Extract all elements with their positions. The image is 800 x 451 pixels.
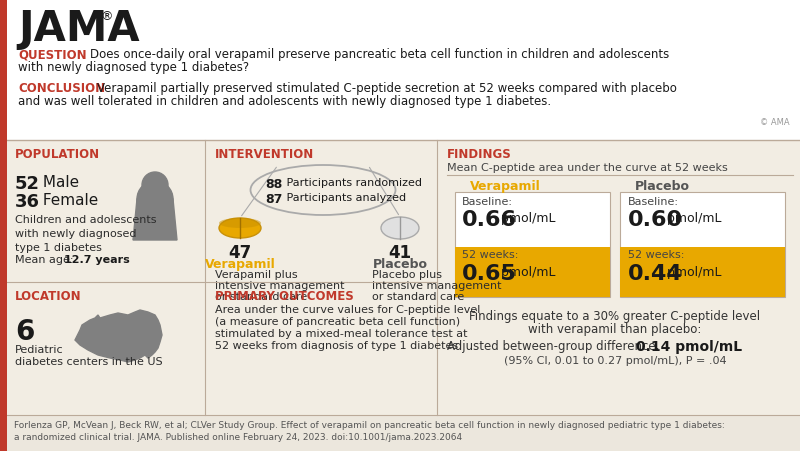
Text: JAMA: JAMA	[18, 8, 140, 50]
Text: 36: 36	[15, 193, 40, 211]
Text: ®: ®	[100, 10, 113, 23]
Text: or standard care: or standard care	[215, 292, 307, 302]
Polygon shape	[75, 310, 162, 362]
Text: stimulated by a mixed-meal tolerance test at: stimulated by a mixed-meal tolerance tes…	[215, 329, 467, 339]
Text: Pediatric: Pediatric	[15, 345, 64, 355]
Text: 52: 52	[15, 175, 40, 193]
Ellipse shape	[219, 218, 261, 238]
Text: 0.66: 0.66	[462, 210, 517, 230]
Text: Forlenza GP, McVean J, Beck RW, et al; CLVer Study Group. Effect of verapamil on: Forlenza GP, McVean J, Beck RW, et al; C…	[14, 421, 725, 430]
Text: pmol/mL: pmol/mL	[663, 212, 722, 225]
Text: intensive management: intensive management	[372, 281, 502, 291]
Bar	[620, 247, 785, 297]
Text: 52 weeks:: 52 weeks:	[628, 250, 684, 260]
Bar	[0, 0, 800, 140]
Text: LOCATION: LOCATION	[15, 290, 82, 303]
Text: POPULATION: POPULATION	[15, 148, 100, 161]
Text: with newly diagnosed type 1 diabetes?: with newly diagnosed type 1 diabetes?	[18, 61, 249, 74]
Text: Participants analyzed: Participants analyzed	[283, 193, 406, 203]
Text: (95% CI, 0.01 to 0.27 pmol/mL), P = .04: (95% CI, 0.01 to 0.27 pmol/mL), P = .04	[504, 356, 726, 366]
Text: Placebo plus: Placebo plus	[372, 270, 442, 280]
Bar	[0, 415, 800, 451]
Text: Mean age:: Mean age:	[15, 255, 77, 265]
Text: 88: 88	[265, 178, 282, 191]
Text: Findings equate to a 30% greater C-peptide level: Findings equate to a 30% greater C-pepti…	[470, 310, 761, 323]
Circle shape	[142, 172, 168, 198]
Text: Verapamil: Verapamil	[205, 258, 275, 271]
Text: 0.60: 0.60	[628, 210, 683, 230]
Text: pmol/mL: pmol/mL	[663, 266, 722, 279]
Text: and was well tolerated in children and adolescents with newly diagnosed type 1 d: and was well tolerated in children and a…	[18, 95, 551, 108]
Text: diabetes centers in the US: diabetes centers in the US	[15, 357, 162, 367]
Text: Male: Male	[38, 175, 79, 190]
Bar	[620, 192, 785, 297]
Text: Placebo: Placebo	[635, 180, 690, 193]
Text: with verapamil than placebo:: with verapamil than placebo:	[528, 323, 702, 336]
Text: INTERVENTION: INTERVENTION	[215, 148, 314, 161]
Text: pmol/mL: pmol/mL	[497, 266, 555, 279]
Text: 12.7 years: 12.7 years	[64, 255, 130, 265]
Text: Area under the curve values for C-peptide level: Area under the curve values for C-peptid…	[215, 305, 480, 315]
Text: © AMA: © AMA	[760, 118, 790, 127]
Text: 52 weeks:: 52 weeks:	[462, 250, 518, 260]
Bar	[455, 192, 610, 297]
Text: 0.44: 0.44	[628, 264, 682, 284]
Text: 0.14 pmol/mL: 0.14 pmol/mL	[636, 340, 742, 354]
Text: Verapamil plus: Verapamil plus	[215, 270, 298, 280]
Text: 52 weeks from diagnosis of type 1 diabetes: 52 weeks from diagnosis of type 1 diabet…	[215, 341, 458, 351]
Ellipse shape	[381, 217, 419, 239]
Text: Children and adolescents
with newly diagnosed
type 1 diabetes: Children and adolescents with newly diag…	[15, 215, 157, 253]
Text: (a measure of pancreatic beta cell function): (a measure of pancreatic beta cell funct…	[215, 317, 460, 327]
Text: PRIMARY OUTCOMES: PRIMARY OUTCOMES	[215, 290, 354, 303]
Text: 41: 41	[389, 244, 411, 262]
Bar	[0, 0, 7, 451]
Text: Baseline:: Baseline:	[462, 197, 513, 207]
Text: Mean C-peptide area under the curve at 52 weeks: Mean C-peptide area under the curve at 5…	[447, 163, 728, 173]
Circle shape	[137, 181, 173, 217]
Text: FINDINGS: FINDINGS	[447, 148, 512, 161]
Text: Participants randomized: Participants randomized	[283, 178, 422, 188]
Text: QUESTION: QUESTION	[18, 48, 86, 61]
Text: CONCLUSION: CONCLUSION	[18, 82, 105, 95]
Bar	[0, 415, 7, 451]
Bar	[455, 247, 610, 297]
Ellipse shape	[219, 218, 261, 228]
Text: intensive management: intensive management	[215, 281, 345, 291]
Text: 0.65: 0.65	[462, 264, 517, 284]
Text: pmol/mL: pmol/mL	[497, 212, 555, 225]
Polygon shape	[133, 199, 177, 240]
Text: 6: 6	[15, 318, 34, 346]
Text: Adjusted between-group difference,: Adjusted between-group difference,	[447, 340, 663, 353]
Text: Placebo: Placebo	[373, 258, 427, 271]
Text: Baseline:: Baseline:	[628, 197, 679, 207]
Text: a randomized clinical trial. JAMA. Published online February 24, 2023. doi:10.10: a randomized clinical trial. JAMA. Publi…	[14, 433, 462, 442]
Text: or standard care: or standard care	[372, 292, 464, 302]
Text: 87: 87	[265, 193, 282, 206]
Text: Verapamil: Verapamil	[470, 180, 541, 193]
Text: 47: 47	[228, 244, 252, 262]
Text: Does once-daily oral verapamil preserve pancreatic beta cell function in childre: Does once-daily oral verapamil preserve …	[90, 48, 670, 61]
Text: Verapamil partially preserved stimulated C-peptide secretion at 52 weeks compare: Verapamil partially preserved stimulated…	[97, 82, 677, 95]
Text: Female: Female	[38, 193, 98, 208]
